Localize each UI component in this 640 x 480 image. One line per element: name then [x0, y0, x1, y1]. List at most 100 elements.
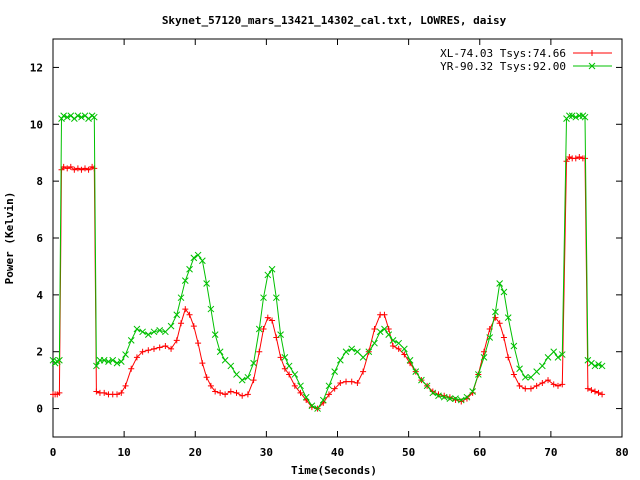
- data-point: [406, 356, 414, 364]
- data-point: [181, 277, 189, 284]
- data-point: [173, 311, 181, 319]
- data-point: [469, 388, 476, 395]
- data-point: [221, 356, 229, 364]
- data-point: [337, 379, 344, 386]
- y-axis: 0 2 4 6 8 10 12: [30, 61, 622, 416]
- data-point: [554, 382, 561, 389]
- y-axis-label: Power (Kelvin): [3, 192, 16, 285]
- data-point: [85, 166, 92, 173]
- data-point: [452, 395, 459, 402]
- data-point: [435, 392, 442, 400]
- data-point: [599, 391, 606, 398]
- data-point: [277, 331, 284, 339]
- data-point: [128, 365, 135, 372]
- data-point: [90, 113, 98, 121]
- data-point: [194, 251, 202, 259]
- plot-frame: [52, 38, 623, 438]
- data-point: [336, 356, 344, 364]
- data-point: [381, 311, 388, 318]
- data-point: [133, 325, 141, 333]
- data-point: [203, 280, 210, 287]
- data-point: [576, 153, 583, 160]
- data-point: [325, 391, 332, 398]
- data-point: [365, 348, 373, 356]
- data-point: [291, 382, 298, 389]
- data-point: [343, 378, 350, 385]
- data-point: [385, 325, 392, 332]
- data-point: [505, 354, 512, 361]
- data-point: [381, 325, 388, 333]
- data-point: [186, 265, 193, 273]
- data-point: [186, 311, 193, 318]
- data-point: [500, 288, 508, 296]
- data-point: [150, 328, 158, 336]
- data-point: [227, 362, 235, 370]
- legend-marker: [589, 50, 595, 56]
- data-point: [167, 322, 175, 330]
- data-point: [354, 379, 361, 386]
- data-point: [105, 358, 112, 366]
- data-point: [591, 388, 598, 395]
- data-point: [113, 359, 121, 367]
- data-point: [60, 163, 67, 170]
- data-point: [118, 389, 125, 396]
- data-point: [190, 254, 198, 262]
- data-point: [133, 354, 140, 361]
- data-point: [217, 389, 224, 396]
- data-point: [178, 320, 185, 327]
- data-point: [554, 354, 562, 361]
- data-point: [446, 395, 454, 402]
- data-point: [496, 280, 504, 287]
- data-point: [371, 325, 378, 332]
- data-point: [598, 362, 606, 370]
- data-point: [595, 389, 602, 396]
- data-point: [572, 155, 579, 162]
- data-point: [588, 387, 595, 394]
- data-point: [550, 381, 557, 388]
- data-point: [389, 343, 396, 350]
- y-tick-label: 12: [30, 61, 43, 74]
- data-point: [591, 362, 599, 370]
- data-point: [354, 348, 361, 356]
- data-point: [58, 115, 65, 122]
- data-point: [268, 265, 276, 273]
- data-point: [101, 389, 108, 396]
- data-point: [588, 359, 595, 367]
- data-point: [510, 342, 518, 350]
- data-point: [250, 359, 257, 367]
- series-layer: [49, 112, 606, 412]
- data-point: [510, 371, 517, 378]
- data-point: [559, 381, 566, 388]
- data-point: [227, 388, 234, 395]
- data-point: [49, 356, 57, 364]
- data-point: [319, 396, 327, 404]
- x-tick-label: 20: [189, 446, 202, 459]
- data-point: [109, 356, 117, 364]
- data-point: [500, 334, 507, 341]
- data-point: [82, 165, 89, 172]
- data-point: [211, 331, 219, 339]
- data-point: [297, 382, 304, 390]
- data-point: [401, 345, 408, 353]
- data-point: [216, 348, 224, 356]
- data-point: [348, 378, 355, 385]
- data-point: [122, 382, 129, 389]
- data-point: [182, 306, 189, 313]
- x-axis-label: Time(Seconds): [291, 464, 377, 477]
- data-point: [67, 112, 75, 120]
- data-point: [100, 356, 108, 364]
- data-point: [376, 328, 384, 336]
- y-tick-label: 6: [36, 232, 43, 245]
- data-point: [199, 360, 206, 367]
- data-point: [395, 345, 402, 352]
- data-point: [539, 379, 546, 386]
- data-point: [308, 402, 316, 410]
- data-point: [331, 385, 338, 392]
- data-point: [67, 163, 74, 170]
- data-point: [533, 368, 541, 375]
- data-point: [544, 354, 552, 361]
- data-point: [440, 393, 448, 401]
- data-point: [260, 294, 267, 302]
- x-tick-label: 80: [615, 446, 628, 459]
